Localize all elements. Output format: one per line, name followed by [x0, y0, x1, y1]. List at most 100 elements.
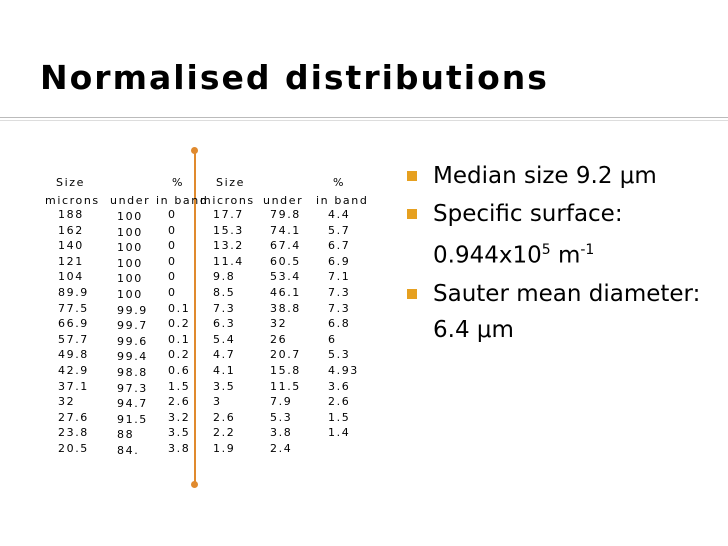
table-cell: 5.4 — [213, 332, 236, 346]
table-cell: 1.5 — [328, 410, 351, 424]
table-cell: 7.1 — [328, 270, 351, 284]
table-cell: 7.3 — [328, 301, 351, 315]
column-header: % — [172, 176, 185, 189]
table-cell: 7.3 — [328, 286, 351, 299]
title: Normalised distributions — [40, 58, 549, 97]
table-cell: 84. — [117, 444, 140, 457]
bullet-text: 5 — [541, 242, 551, 258]
table-cell: 15.8 — [270, 364, 301, 377]
table-cell: 57.7 — [58, 332, 89, 346]
table-cell: 5.7 — [328, 223, 351, 237]
table-cell: 140 — [58, 239, 84, 253]
table-cell: 91.5 — [117, 412, 148, 426]
table-cell: 42.9 — [58, 364, 89, 377]
table-cell: 100 — [117, 241, 143, 255]
table-cell: 0 — [168, 286, 177, 299]
bullet-text: Specific surface: 0.944x10 — [433, 201, 623, 269]
table-cell: 0 — [168, 223, 177, 237]
table-cell: 6.9 — [328, 254, 351, 268]
table-cell: 0 — [168, 270, 177, 284]
table-cell: 8.5 — [213, 286, 236, 299]
table-cell: 23.8 — [58, 426, 89, 440]
table-cell: 5.3 — [328, 348, 351, 362]
table-cell: 99.7 — [117, 319, 148, 333]
table-cell: 2.4 — [270, 442, 293, 455]
table-cell: 121 — [58, 254, 84, 268]
table-cell: 4.1 — [213, 364, 236, 377]
table-cell: 162 — [58, 223, 84, 237]
table-cell: 0.1 — [168, 301, 191, 315]
table-cell: 2.2 — [213, 426, 236, 440]
table-cell: 104 — [58, 270, 84, 284]
table-cell: 0 — [168, 239, 177, 253]
table-cell: 100 — [117, 288, 143, 301]
divider-dot — [191, 147, 198, 154]
table-cell: 0.1 — [168, 332, 191, 346]
bullet-text: -1 — [580, 242, 595, 258]
table-cell: 100 — [117, 210, 143, 223]
table-cell: 0.2 — [168, 317, 191, 331]
divider — [194, 150, 196, 485]
table-cell: 66.9 — [58, 317, 89, 331]
table-cell: 15.3 — [213, 223, 244, 237]
table-cell: 99.9 — [117, 303, 148, 317]
table-cell: 7.3 — [213, 301, 236, 315]
table-cell: 1.9 — [213, 442, 236, 455]
table-cell: 37.1 — [58, 379, 89, 393]
column-header: Size — [216, 176, 245, 189]
table-cell: 0 — [168, 254, 177, 268]
table-cell: 20.5 — [58, 442, 89, 455]
table-cell: 9.8 — [213, 270, 236, 284]
table-cell: 6.7 — [328, 239, 351, 253]
bullet-text: m — [550, 242, 581, 269]
table-cell: 53.4 — [270, 270, 301, 284]
table-cell: 32 — [270, 317, 288, 331]
divider-dot — [191, 481, 198, 488]
column-header: under — [110, 194, 151, 207]
table-cell: 99.6 — [117, 334, 148, 348]
table-cell: 188 — [58, 208, 84, 221]
column-header: in band — [316, 194, 369, 207]
table-cell: 6.8 — [328, 317, 351, 331]
table-cell: 89.9 — [58, 286, 89, 299]
column-header: under — [263, 194, 304, 207]
bullet-list: Median size 9.2 μm Specific surface: 0.94… — [405, 158, 705, 350]
column-header: microns — [45, 194, 100, 207]
table-cell: 3.8 — [168, 442, 191, 455]
bullet: Specific surface: 0.944x105 m-1 — [405, 196, 705, 274]
table-cell: 100 — [117, 272, 143, 286]
bullet-text: Median size 9.2 μm — [433, 163, 657, 189]
table-cell: 3.8 — [270, 426, 293, 440]
table-cell: 6 — [328, 332, 337, 346]
table-cell: 3.5 — [213, 379, 236, 393]
bullet: Median size 9.2 μm — [405, 158, 705, 194]
table-cell: 3.2 — [168, 410, 191, 424]
column-header: microns — [200, 194, 255, 207]
table-cell: 6.3 — [213, 317, 236, 331]
table-cell: 13.2 — [213, 239, 244, 253]
table-cell: 4.4 — [328, 208, 351, 221]
table-cell: 20.7 — [270, 348, 301, 362]
column-header: in band — [156, 194, 209, 207]
table-cell: 97.3 — [117, 381, 148, 395]
table-cell: 17.7 — [213, 208, 244, 221]
table-cell: 1.5 — [168, 379, 191, 393]
table-cell: 4.93 — [328, 364, 359, 377]
table-cell: 5.3 — [270, 410, 293, 424]
table-cell: 3.6 — [328, 379, 351, 393]
table-cell: 60.5 — [270, 254, 301, 268]
column-header: % — [333, 176, 346, 189]
table-cell: 0.2 — [168, 348, 191, 362]
table-cell: 77.5 — [58, 301, 89, 315]
table-cell: 94.7 — [117, 397, 148, 411]
table-cell: 2.6 — [213, 410, 236, 424]
title-rule — [0, 117, 728, 121]
table-cell: 11.4 — [213, 254, 244, 268]
table-cell: 49.8 — [58, 348, 89, 362]
table-cell: 3 — [213, 395, 222, 409]
table-cell: 67.4 — [270, 239, 301, 253]
table-cell: 7.9 — [270, 395, 293, 409]
table-cell: 46.1 — [270, 286, 301, 299]
table-cell: 1.4 — [328, 426, 351, 440]
